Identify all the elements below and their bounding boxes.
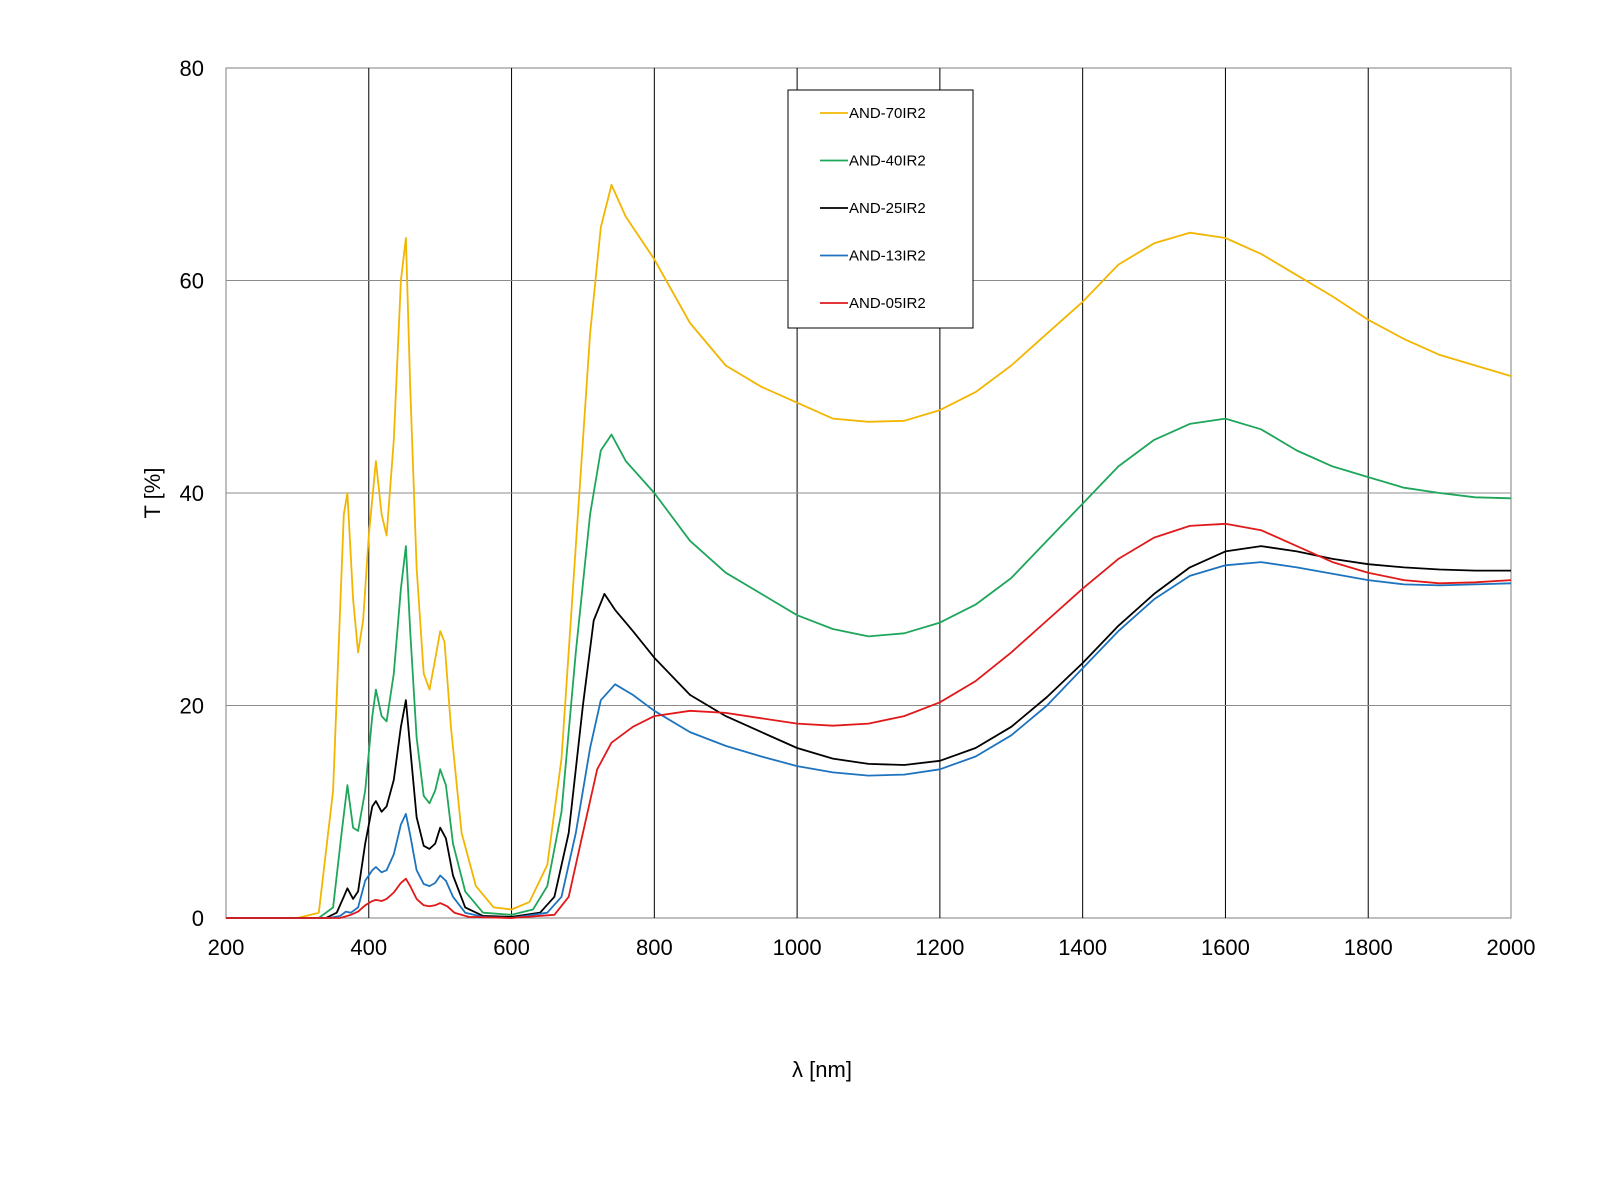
series-line-and-40ir2 bbox=[226, 417, 1512, 919]
x-tick-label: 2000 bbox=[1487, 935, 1536, 960]
series-line-and-13ir2 bbox=[226, 561, 1512, 919]
grid bbox=[226, 68, 1511, 918]
x-tick-label: 1200 bbox=[915, 935, 964, 960]
x-axis-title: λ [nm] bbox=[792, 1057, 852, 1082]
series-line-and-70ir2 bbox=[226, 184, 1512, 919]
x-tick-label: 600 bbox=[493, 935, 530, 960]
x-tick-label: 400 bbox=[350, 935, 387, 960]
x-tick-label: 1800 bbox=[1344, 935, 1393, 960]
legend-label: AND-13IR2 bbox=[849, 248, 926, 265]
x-tick-label: 1400 bbox=[1058, 935, 1107, 960]
x-tick-label: 1000 bbox=[773, 935, 822, 960]
series-group bbox=[226, 184, 1512, 919]
y-tick-label: 60 bbox=[180, 269, 204, 294]
series-line-and-05ir2 bbox=[226, 522, 1512, 919]
y-tick-label: 0 bbox=[192, 906, 204, 931]
x-tick-label: 200 bbox=[208, 935, 245, 960]
series-line-and-25ir2 bbox=[226, 545, 1511, 919]
y-tick-label: 40 bbox=[180, 481, 204, 506]
y-axis-title: T [%] bbox=[140, 468, 165, 519]
x-tick-label: 1600 bbox=[1201, 935, 1250, 960]
legend-label: AND-05IR2 bbox=[849, 295, 926, 312]
legend-box bbox=[787, 89, 974, 329]
y-tick-labels: 0 20 40 60 80 bbox=[180, 56, 204, 931]
legend: AND-70IR2 AND-40IR2 AND-25IR2 AND-13IR2 AND-… bbox=[787, 89, 974, 329]
legend-label: AND-70IR2 bbox=[849, 105, 926, 122]
y-tick-label: 80 bbox=[180, 56, 204, 81]
x-tick-labels: 200 400 600 800 1000 1200 1400 1600 1800 2000 bbox=[208, 935, 1536, 960]
legend-label: AND-40IR2 bbox=[849, 153, 926, 170]
y-tick-label: 20 bbox=[180, 694, 204, 719]
legend-label: AND-25IR2 bbox=[849, 200, 926, 217]
x-tick-label: 800 bbox=[636, 935, 673, 960]
